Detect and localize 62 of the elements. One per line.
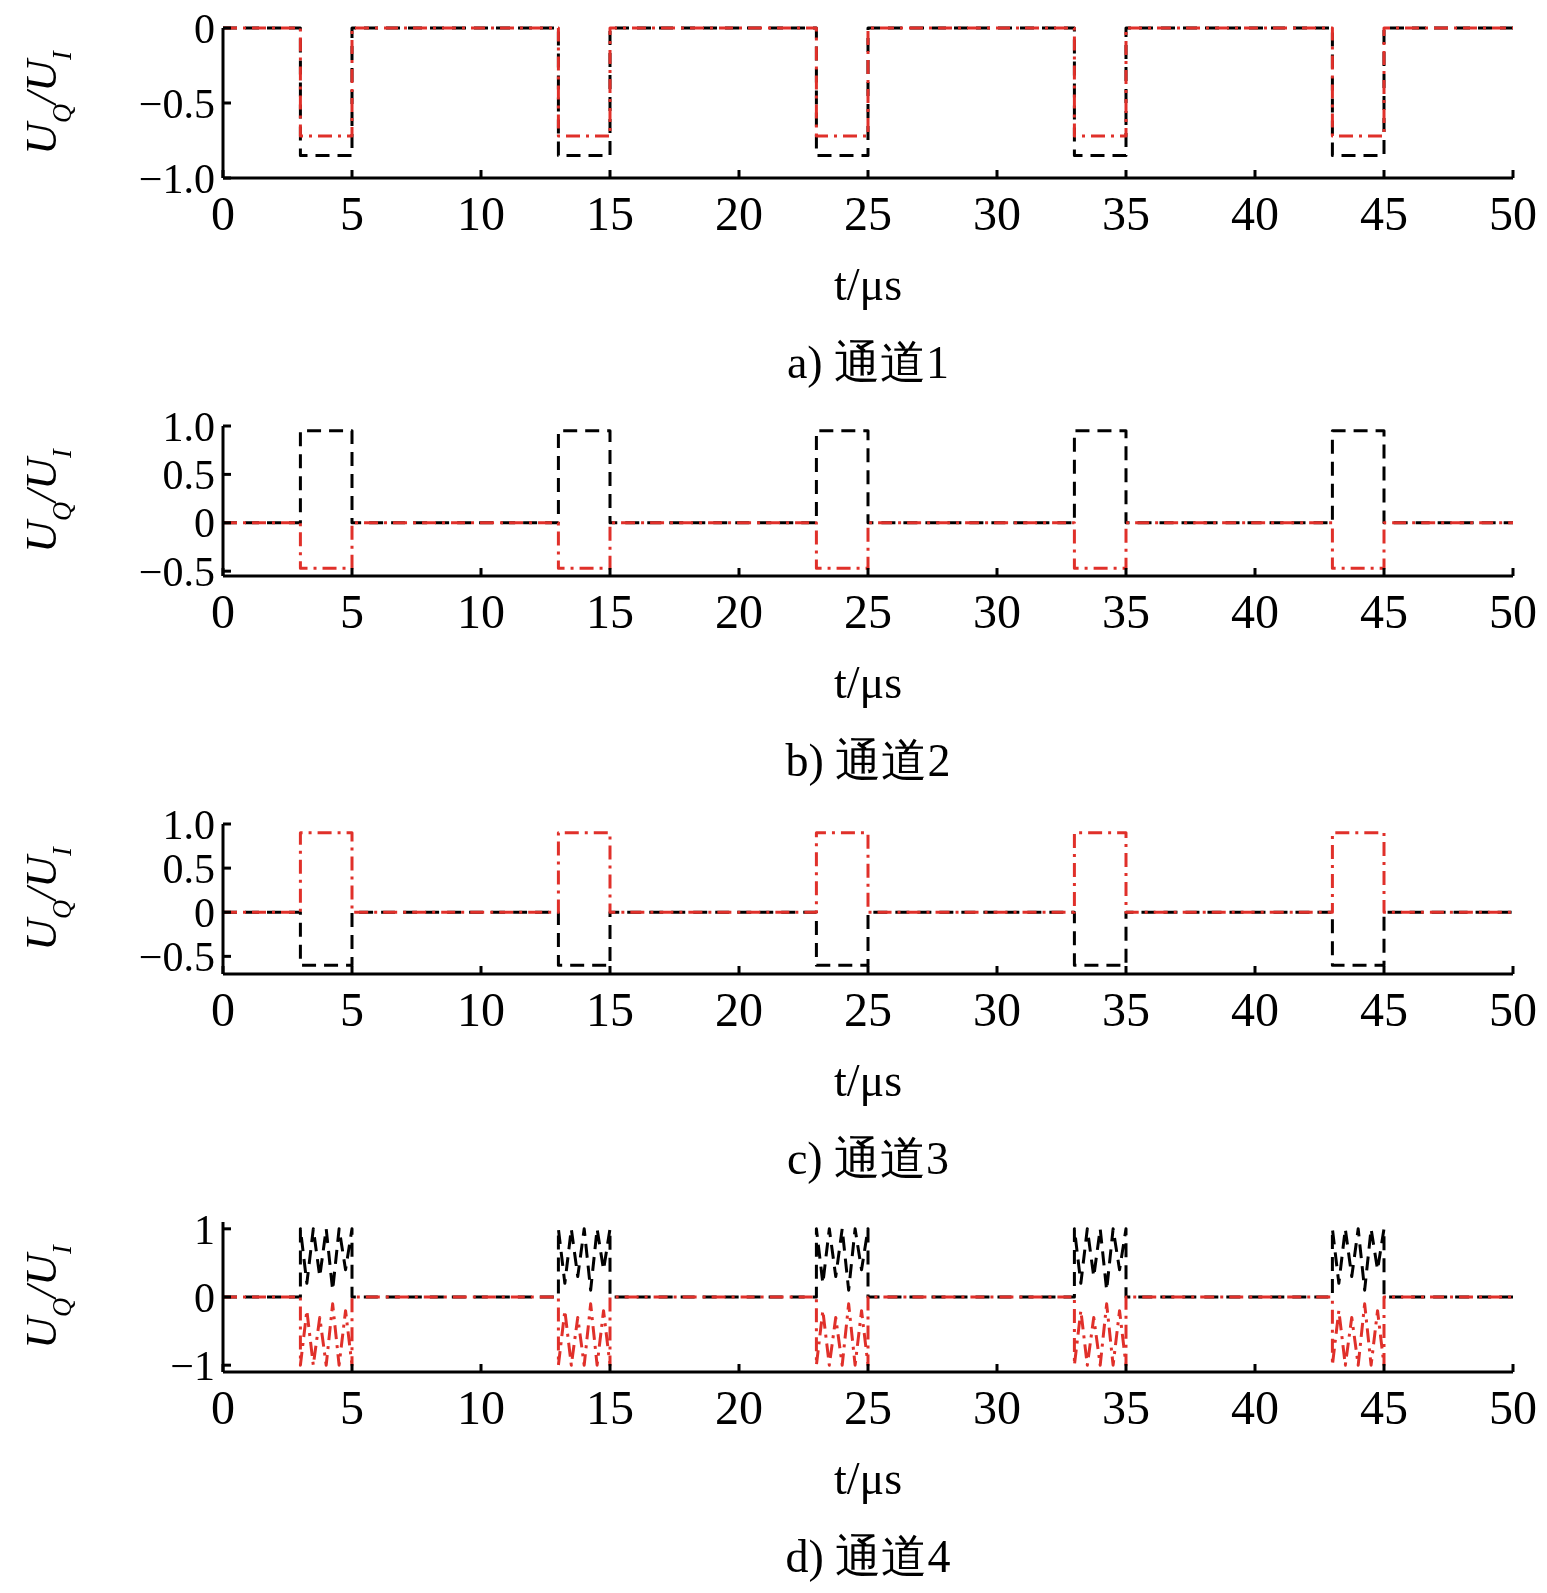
x-tick-label: 15 — [586, 585, 634, 638]
y-tick-label: −1 — [170, 1342, 215, 1389]
x-tick-label: 40 — [1231, 187, 1279, 240]
x-tick-label: 10 — [457, 1381, 505, 1434]
y-tick-label: 1.0 — [162, 403, 215, 450]
x-tick-label: 20 — [715, 983, 763, 1036]
x-tick-label: 5 — [340, 585, 364, 638]
y-tick-label: 0 — [194, 889, 215, 936]
x-tick-label: 25 — [844, 1381, 892, 1434]
x-tick-label: 10 — [457, 983, 505, 1036]
y-tick-label: −1.0 — [138, 155, 215, 202]
x-tick-label: 45 — [1360, 983, 1408, 1036]
x-axis-title: t/μs — [833, 259, 903, 310]
y-tick-label: 0 — [194, 500, 215, 547]
x-tick-label: 40 — [1231, 585, 1279, 638]
y-tick-label: 0 — [194, 1274, 215, 1321]
x-tick-label: 35 — [1102, 187, 1150, 240]
y-tick-label: 1 — [194, 1206, 215, 1253]
x-tick-label: 20 — [715, 1381, 763, 1434]
x-tick-label: 10 — [457, 187, 505, 240]
x-tick-label: 45 — [1360, 1381, 1408, 1434]
x-tick-label: 25 — [844, 187, 892, 240]
x-axis-title: t/μs — [833, 1055, 903, 1106]
text: d) 通道4 — [785, 1531, 951, 1582]
y-tick-label: −0.5 — [138, 934, 215, 981]
x-tick-label: 50 — [1489, 585, 1537, 638]
x-tick-label: 35 — [1102, 1381, 1150, 1434]
y-tick-label: −0.5 — [138, 548, 215, 595]
x-tick-label: 30 — [973, 1381, 1021, 1434]
x-tick-label: 20 — [715, 585, 763, 638]
x-tick-label: 20 — [715, 187, 763, 240]
x-tick-label: 35 — [1102, 983, 1150, 1036]
text: c) 通道3 — [786, 1133, 950, 1184]
x-tick-label: 5 — [340, 983, 364, 1036]
x-tick-label: 30 — [973, 983, 1021, 1036]
x-tick-label: 15 — [586, 187, 634, 240]
x-axis-title: t/μs — [833, 657, 903, 708]
x-tick-label: 50 — [1489, 1381, 1537, 1434]
x-tick-label: 15 — [586, 983, 634, 1036]
x-tick-label: 50 — [1489, 187, 1537, 240]
x-tick-label: 5 — [340, 1381, 364, 1434]
x-tick-label: 40 — [1231, 1381, 1279, 1434]
y-tick-label: 0 — [194, 5, 215, 52]
x-tick-label: 30 — [973, 187, 1021, 240]
x-tick-label: 45 — [1360, 187, 1408, 240]
x-tick-label: 25 — [844, 983, 892, 1036]
text: b) 通道2 — [785, 735, 951, 786]
x-axis-title: t/μs — [833, 1453, 903, 1504]
x-tick-label: 30 — [973, 585, 1021, 638]
x-tick-label: 5 — [340, 187, 364, 240]
y-tick-label: 0.5 — [162, 452, 215, 499]
x-tick-label: 50 — [1489, 983, 1537, 1036]
y-tick-label: 0.5 — [162, 845, 215, 892]
y-tick-label: −0.5 — [138, 80, 215, 127]
x-tick-label: 45 — [1360, 585, 1408, 638]
x-tick-label: 35 — [1102, 585, 1150, 638]
x-tick-label: 15 — [586, 1381, 634, 1434]
text: a) 通道1 — [786, 337, 950, 388]
y-tick-label: 1.0 — [162, 801, 215, 848]
x-tick-label: 40 — [1231, 983, 1279, 1036]
x-tick-label: 25 — [844, 585, 892, 638]
x-tick-label: 10 — [457, 585, 505, 638]
